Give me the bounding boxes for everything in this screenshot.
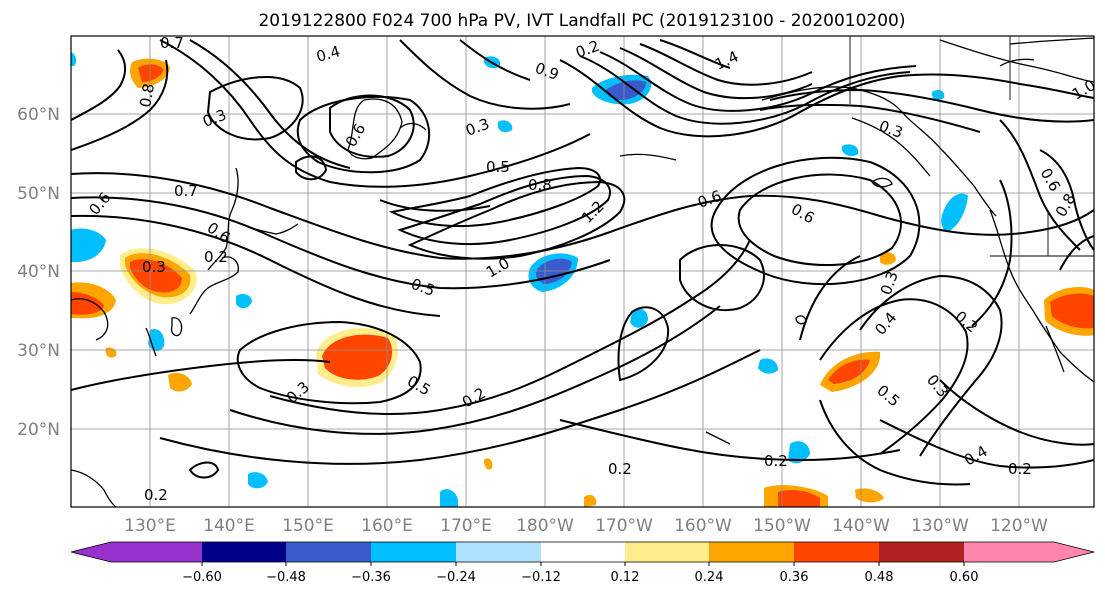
pv-contours: [71, 39, 1094, 486]
contour-label: 0.8: [528, 176, 552, 194]
lat-label: 60°N: [17, 105, 60, 125]
contour-label: 0.2: [204, 248, 228, 266]
contour-label: 0.3: [142, 258, 166, 276]
political-borders: [849, 36, 1094, 257]
lon-label: 170°W: [595, 516, 653, 536]
colorbar-tick-label: −0.60: [182, 570, 222, 585]
colorbar-tick-label: −0.48: [266, 570, 306, 585]
colorbar-swatches: [70, 541, 1095, 563]
coastlines: [71, 37, 1094, 507]
colorbar-ticks: −0.60 −0.48 −0.36 −0.24 −0.12 0.12 0.24 0.36 0.4…: [182, 562, 978, 585]
colorbar-swatch: [709, 542, 794, 562]
colorbar-outline: [70, 541, 1095, 563]
lon-label: 160°W: [674, 516, 732, 536]
colorbar-swatch: [71, 542, 202, 562]
latitude-labels: 20°N 30°N 40°N 50°N 60°N: [17, 105, 60, 440]
lon-label: 140°E: [203, 516, 255, 536]
figure-title: 2019122800 F024 700 hPa PV, IVT Landfall…: [258, 11, 905, 31]
lat-label: 20°N: [17, 420, 60, 440]
colorbar-swatch: [371, 542, 456, 562]
contour-label: 0.5: [486, 158, 510, 176]
map-frame: [70, 35, 1095, 508]
colorbar-swatch: [879, 542, 964, 562]
lon-label: 120°W: [990, 516, 1048, 536]
colorbar-swatch: [625, 542, 709, 562]
colorbar-swatch: [456, 542, 541, 562]
longitude-labels: 130°E 140°E 150°E 160°E 170°E 180°W 170°…: [124, 516, 1048, 536]
contour-label: 0.2: [764, 452, 788, 470]
contour-label: 0.4: [314, 42, 342, 66]
contour-label: 0.7: [160, 34, 184, 52]
colorbar-swatch: [286, 542, 371, 562]
colorbar-tick-label: 0.60: [950, 570, 979, 585]
colorbar: −0.60 −0.48 −0.36 −0.24 −0.12 0.12 0.24 0.36 0.4…: [70, 541, 1095, 585]
lon-label: 150°E: [282, 516, 334, 536]
contour-label: 0.7: [174, 182, 198, 200]
lon-label: 130°W: [911, 516, 969, 536]
colorbar-swatch: [541, 542, 625, 562]
colorbar-tick-label: −0.36: [351, 570, 391, 585]
colorbar-tick-label: 0.24: [695, 570, 724, 585]
contour-label: 0.8: [136, 82, 158, 109]
contour-label: 0.2: [608, 460, 632, 478]
lon-label: 170°E: [440, 516, 492, 536]
colorbar-tick-label: −0.12: [521, 570, 561, 585]
colorbar-tick-label: 0.12: [611, 570, 640, 585]
negative-shading: [71, 52, 968, 507]
contour-label: 0.2: [144, 486, 168, 504]
lon-label: 160°E: [361, 516, 413, 536]
positive-shading: [71, 58, 1094, 507]
lon-label: 130°E: [124, 516, 176, 536]
lon-label: 150°W: [753, 516, 811, 536]
lon-label: 140°W: [832, 516, 890, 536]
colorbar-swatch: [964, 542, 1094, 562]
lat-label: 30°N: [17, 341, 60, 361]
gridlines: [71, 36, 1094, 507]
colorbar-tick-label: 0.48: [865, 570, 894, 585]
lat-label: 50°N: [17, 184, 60, 204]
contour-label: 0.2: [1008, 460, 1032, 478]
colorbar-tick-label: −0.24: [436, 570, 476, 585]
map-background: [71, 36, 1094, 507]
colorbar-swatch: [794, 542, 879, 562]
map-panel: 0.7 0.8 0.4 0.3 0.6 0.3 0.5 0.8 1.2 1.0 …: [71, 34, 1094, 507]
colorbar-tick-label: 0.36: [780, 570, 809, 585]
lon-label: 180°W: [516, 516, 574, 536]
lat-label: 40°N: [17, 262, 60, 282]
colorbar-swatch: [202, 542, 286, 562]
